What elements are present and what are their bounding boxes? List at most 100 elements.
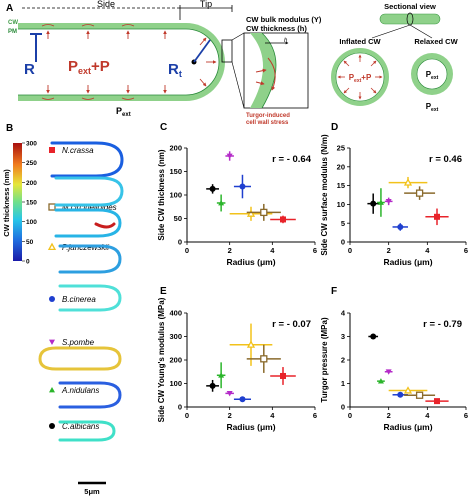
colorbar-tick-label: 150: [26, 200, 37, 207]
data-point: [415, 189, 424, 197]
data-point: [280, 372, 286, 379]
data-point: [403, 386, 413, 394]
contour-c-albicans: [58, 420, 116, 442]
species-marker: [48, 203, 56, 211]
x-axis-label: Radius (μm): [383, 257, 432, 267]
data-point: [218, 372, 225, 378]
contour-p-janczewskii: [54, 208, 122, 238]
x-tick-label: 0: [185, 411, 189, 420]
panel-a-label: A: [6, 3, 13, 14]
contour-p-janczewskii-hot: [94, 222, 116, 229]
cell-contours: [38, 141, 124, 442]
colorbar: [13, 143, 22, 261]
data-point: [370, 200, 377, 207]
zoom-connector-bottom: [231, 61, 245, 109]
data-point: [239, 183, 246, 190]
sectional-view-tube: [379, 13, 441, 25]
section-line-left: [371, 24, 411, 39]
zoom-h-label: h: [284, 38, 288, 44]
species-marker: [49, 423, 55, 429]
species-marker: [49, 387, 55, 393]
plasma-membrane: [18, 28, 220, 96]
x-tick-label: 4: [270, 246, 275, 255]
y-tick-label: 100: [169, 379, 182, 388]
data-point: [246, 209, 256, 217]
tip-radius-label: Rt: [168, 61, 182, 79]
y-axis-label: Side CW Young's modulus (MPa): [157, 297, 166, 422]
species-label: S.pombe: [62, 338, 95, 347]
y-tick-label: 400: [169, 309, 182, 318]
data-point: [385, 369, 392, 375]
data-point: [434, 213, 440, 220]
y-tick-label: 200: [169, 144, 182, 153]
colorbar-ticks: 300 250 200 150 100 50 0: [22, 141, 37, 266]
data-point: [239, 396, 246, 403]
zoom-wall-edge: [261, 32, 277, 109]
panel-label: F: [331, 286, 337, 297]
y-tick-label: 2: [341, 356, 345, 365]
data-point: [260, 355, 268, 363]
internal-pressure-label: Pext+P: [68, 58, 110, 76]
data-point: [370, 333, 377, 340]
turgor-arrows: [46, 30, 217, 94]
panel-b: B CW thickness (nm) 300 250 200 150 100 50 0 N…: [2, 123, 124, 496]
data-point: [415, 391, 424, 399]
colorbar-tick-label: 250: [26, 160, 37, 167]
colorbar-tick-label: 100: [26, 219, 37, 226]
y-tick-label: 3: [341, 332, 345, 341]
section-line-right: [409, 24, 433, 39]
y-tick-label: 100: [169, 191, 182, 200]
x-tick-label: 4: [270, 411, 275, 420]
y-axis-label: Side CW surface modulus (N/m): [320, 134, 329, 256]
zoom-connector-top: [231, 32, 245, 41]
x-tick-label: 6: [313, 246, 317, 255]
hypha-interior: [18, 29, 219, 95]
chart-c: C 0 2 4 6 0 50 100 150 200 Radius (μm) Side CW thic…: [157, 122, 317, 267]
zoom-stress-arrows: [255, 57, 276, 91]
data-point: [377, 199, 384, 205]
data-point: [209, 382, 216, 389]
y-tick-label: 5: [341, 219, 345, 228]
data-point: [226, 153, 233, 159]
species-label: N.crassa: [62, 146, 94, 155]
contour-n-crassa: [50, 141, 124, 178]
tip-label: Tip: [200, 0, 212, 9]
sectional-view-title: Sectional view: [384, 2, 436, 11]
data-point: [260, 208, 268, 217]
y-axis-label: Turgor pressure (MPa): [320, 317, 329, 403]
species-label: A.nidulans: [61, 386, 99, 395]
y-tick-label: 25: [337, 144, 345, 153]
panel-label: D: [331, 122, 338, 133]
data-point: [377, 378, 384, 384]
correlation-annotation: r = - 0.07: [272, 319, 311, 330]
wall-stress-marks: [41, 24, 135, 100]
zoom-source-box: [221, 39, 233, 63]
colorbar-tick-label: 50: [26, 239, 34, 246]
y-tick-label: 300: [169, 332, 182, 341]
chart-e: E 0 2 4 6 0 100 200 300 400 Radius (μm) Side CW You…: [157, 286, 317, 432]
side-radius-label: R: [24, 61, 35, 78]
y-tick-label: 50: [174, 214, 182, 223]
data-point: [218, 199, 225, 206]
y-tick-label: 0: [178, 403, 182, 412]
contour-m-circinelloides: [54, 176, 124, 207]
data-point: [397, 391, 404, 398]
contour-a-nidulans: [58, 381, 122, 409]
chart-f: F 0 2 4 6 0 1 2 3 4 Radius (μm) Turgor pressure (MP…: [320, 286, 468, 432]
x-tick-label: 0: [348, 411, 352, 420]
y-tick-label: 150: [169, 167, 182, 176]
x-tick-label: 2: [387, 246, 391, 255]
data-point: [385, 198, 392, 205]
zoom-title-thickness: CW thickness (h): [246, 24, 307, 33]
panel-label: E: [160, 286, 167, 297]
x-tick-label: 4: [425, 411, 430, 420]
y-tick-label: 200: [169, 356, 182, 365]
inflated-pressure-label: Pext+P: [349, 73, 372, 84]
x-axis-label: Radius (μm): [383, 422, 432, 432]
species-marker: [47, 242, 57, 251]
correlation-annotation: r = - 0.64: [272, 154, 312, 165]
contour-s-pombe: [38, 346, 122, 371]
species-label: C.albicans: [62, 422, 99, 431]
inflated-label: Inflated CW: [339, 37, 381, 46]
